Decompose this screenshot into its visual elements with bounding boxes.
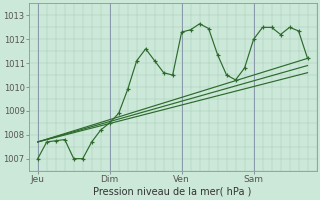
X-axis label: Pression niveau de la mer( hPa ): Pression niveau de la mer( hPa ) [93, 187, 252, 197]
